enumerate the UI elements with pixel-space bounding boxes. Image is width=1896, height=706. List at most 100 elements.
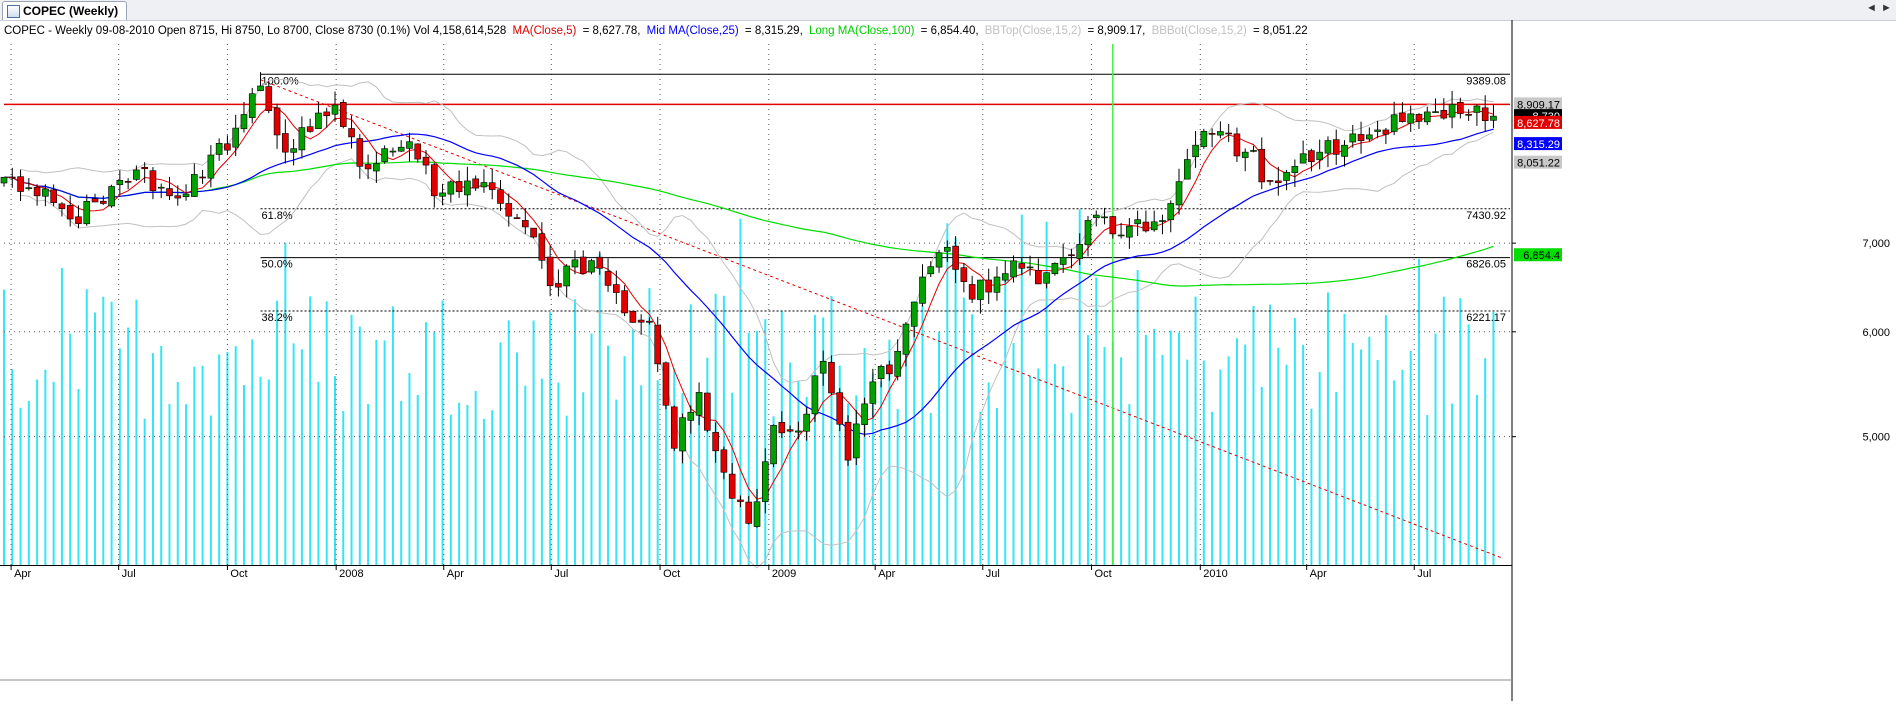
volume-bar [590,333,593,565]
candle-up [852,423,860,459]
candle-up [1341,144,1348,157]
volume-bar [698,395,701,565]
candle-down [1109,216,1117,235]
candle-down [66,205,74,220]
candle-up [290,148,297,153]
ma100-label: Long MA(Close,100) [809,25,915,37]
volume-bar [168,404,171,565]
candle-down [579,256,587,274]
candle-up [315,112,322,129]
candle-up [257,85,264,91]
candle-up [679,417,686,452]
price-label-text: 8,627.78 [1517,118,1560,130]
volume-bar [19,407,22,565]
volume-bar [1029,375,1032,565]
candle-up [397,146,405,152]
price-chart[interactable]: COPEC - Weekly 09-08-2010 Open 8715, Hi … [0,20,1896,701]
candle-down [646,320,653,323]
candle-down [282,133,289,153]
candle-up [588,260,595,273]
volume-bar [540,378,543,565]
volume-bar [85,289,88,565]
volume-bar [1335,391,1338,565]
candle-down [488,182,496,190]
candle-up [977,279,984,300]
candle-up [389,150,397,153]
ma100-value: = 6,854.40, [921,25,979,37]
chart-area[interactable]: COPEC - Weekly 09-08-2010 Open 8715, Hi … [0,20,1896,701]
volume-bar [143,418,146,565]
candle-down [960,267,968,282]
candle-down [265,86,273,111]
volume-bar [408,373,411,565]
volume-bar [1302,344,1305,565]
nav-next-icon[interactable]: ► [1881,2,1892,14]
candle-down [91,198,99,203]
candle-up [1200,130,1208,147]
volume-bar [549,312,552,565]
volume-bar [1401,369,1404,565]
volume-bar [474,390,477,565]
x-tick-label: Jul [554,568,568,580]
candle-up [1473,105,1481,113]
volume-bar [1426,415,1429,565]
candle-up [1117,234,1125,237]
candle-up [1291,166,1299,173]
volume-bar [764,319,767,565]
candle-down [430,164,438,197]
fib-value-label: 9389.08 [1466,75,1506,87]
volume-bar [267,379,270,565]
volume-bar [151,353,154,565]
candle-up [480,182,488,188]
x-tick-label: Apr [1310,568,1327,580]
candle-down [530,227,537,238]
volume-bar [830,296,833,565]
candle-down [613,284,620,293]
candle-down [8,176,16,179]
nav-prev-icon[interactable]: ◄ [1866,2,1877,14]
candle-up [563,265,570,287]
candle-down [522,220,529,228]
volume-bar [118,348,121,565]
x-tick-label: 2009 [772,568,796,580]
volume-bar [1277,347,1280,565]
volume-bar [36,379,39,565]
tab-copec-weekly[interactable]: COPEC (Weekly) [2,1,128,20]
volume-bar [946,223,949,565]
volume-bar [689,304,692,565]
candle-down [712,432,719,452]
ma25-line [3,128,1494,435]
candle-up [1150,221,1158,231]
candle-down [174,195,182,199]
volume-bar [1062,366,1065,565]
x-tick-label: Jul [986,568,1000,580]
volume-bar [1459,298,1462,565]
volume-bar [871,373,874,565]
candle-up [1407,113,1415,124]
candle-up [1175,181,1183,206]
volume-bar [516,352,519,565]
candle-down [455,181,463,193]
volume-bar [1012,343,1015,565]
candle-up [1423,111,1431,123]
candle-up [182,193,190,198]
volume-bar [1235,338,1238,565]
candle-down [1258,148,1266,183]
candle-up [1159,220,1166,222]
volume-bar [772,416,775,565]
candle-down [745,501,753,524]
candle-up [1084,220,1092,246]
candle-down [985,279,992,293]
candle-down [1399,112,1406,122]
price-label-text: 8,909.17 [1517,99,1560,111]
volume-bar [1326,292,1329,565]
candle-down [1275,180,1282,183]
candle-down [637,319,645,323]
candle-up [1126,225,1133,238]
candle-up [1217,131,1224,136]
volume-bar [896,408,899,565]
candle-down [199,176,206,179]
chart-header: COPEC - Weekly 09-08-2010 Open 8715, Hi … [4,25,1308,37]
candle-up [25,187,33,190]
volume-bar [888,339,891,565]
